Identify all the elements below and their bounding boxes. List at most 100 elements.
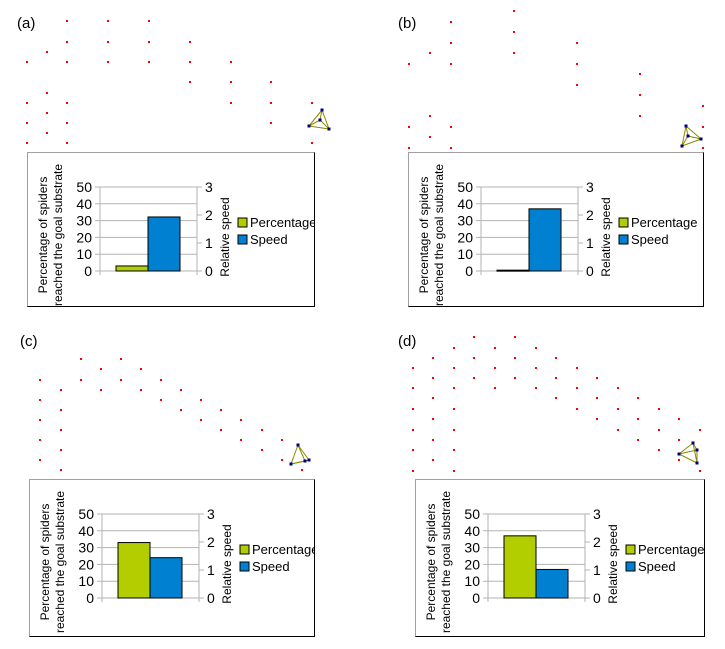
substrate-dot [311, 142, 313, 144]
robot-joint [307, 124, 311, 128]
legend-swatch-percentage [239, 544, 250, 555]
legend-label-percentage: Percentage [631, 215, 698, 230]
dot-field-2 [39, 358, 303, 471]
substrate-dot [678, 439, 680, 441]
substrate-dot [301, 469, 303, 471]
y-tick-label: 0 [472, 590, 480, 606]
robot-joint [289, 462, 293, 466]
substrate-dot [107, 20, 109, 22]
bar-percentage [503, 535, 537, 599]
substrate-dot [200, 399, 202, 401]
substrate-dot [453, 387, 455, 389]
substrate-dot [80, 358, 82, 360]
dot-field-1 [408, 10, 704, 149]
substrate-dot [658, 408, 660, 410]
y-axis-title-line2: reached the goal substrate [53, 491, 67, 633]
substrate-dot [576, 408, 578, 410]
robot-joint [695, 448, 699, 452]
substrate-dot [39, 439, 41, 441]
substrate-dot [450, 147, 452, 149]
bar-percentage [115, 265, 149, 272]
legend-label-speed: Speed [252, 559, 290, 574]
substrate-dot [66, 142, 68, 144]
substrate-dot [412, 429, 414, 431]
substrate-dot [450, 42, 452, 44]
substrate-dot [576, 84, 578, 86]
substrate-dot [576, 367, 578, 369]
substrate-dot [432, 459, 434, 461]
robot-leg [685, 125, 689, 137]
substrate-dot [270, 102, 272, 104]
substrate-dot [46, 132, 48, 134]
y-tick-label: 40 [464, 523, 480, 539]
substrate-dot [46, 112, 48, 114]
y2-tick-label: 3 [586, 179, 594, 195]
substrate-dot [453, 347, 455, 349]
substrate-dot [408, 126, 410, 128]
substrate-dot [148, 41, 150, 43]
substrate-dot [494, 367, 496, 369]
substrate-dot [311, 102, 313, 104]
y-tick-label: 30 [76, 213, 92, 229]
substrate-dot [699, 470, 701, 472]
bar-speed [149, 557, 183, 599]
y-tick-label: 20 [76, 229, 92, 245]
substrate-dot [220, 429, 222, 431]
substrate-dot [270, 122, 272, 124]
y2-axis-title: Relative speed [599, 197, 613, 276]
substrate-dot [160, 399, 162, 401]
y-tick-label: 50 [76, 179, 92, 195]
legend-label-percentage: Percentage [638, 542, 704, 557]
y2-tick-label: 0 [593, 590, 601, 606]
legend-label-percentage: Percentage [252, 542, 314, 557]
spider-robot-icon [289, 443, 311, 466]
legend-swatch-speed [239, 561, 250, 572]
substrate-dot [412, 470, 414, 472]
robot-leg [308, 119, 321, 127]
robot-joint [307, 458, 311, 462]
substrate-dot [617, 429, 619, 431]
spider-robot-icon [307, 108, 331, 131]
substrate-dot [39, 459, 41, 461]
robot-joint [677, 452, 681, 456]
y-axis-title: Percentage of spiders [424, 504, 438, 621]
y-axis-title-line2: reached the goal substrate [432, 164, 446, 306]
substrate-dot [513, 31, 515, 33]
substrate-dot [281, 459, 283, 461]
y2-tick-label: 3 [205, 179, 213, 195]
substrate-dot [189, 61, 191, 63]
y2-tick-label: 0 [205, 263, 213, 279]
substrate-dot [261, 429, 263, 431]
y-tick-label: 40 [78, 523, 94, 539]
robot-leg [681, 135, 689, 147]
substrate-dot [432, 377, 434, 379]
y2-axis-title: Relative speed [220, 524, 234, 603]
bar-speed [528, 208, 562, 272]
substrate-dot [514, 336, 516, 338]
substrate-dot [658, 429, 660, 431]
y-tick-label: 10 [76, 246, 92, 262]
substrate-dot [261, 449, 263, 451]
substrate-dot [596, 418, 598, 420]
y-tick-label: 20 [464, 556, 480, 572]
substrate-dot [230, 61, 232, 63]
substrate-dot [637, 397, 639, 399]
y-tick-label: 10 [464, 573, 480, 589]
substrate-dot [46, 92, 48, 94]
y-tick-label: 0 [84, 263, 92, 279]
panel-label-a: (a) [17, 15, 36, 32]
legend-label-percentage: Percentage [250, 215, 314, 230]
substrate-dot [180, 409, 182, 411]
robot-leg [687, 135, 702, 140]
substrate-dot [473, 336, 475, 338]
y-tick-label: 50 [464, 506, 480, 522]
y-axis-title: Percentage of spiders [36, 177, 50, 294]
substrate-dot [107, 41, 109, 43]
y2-tick-label: 1 [586, 235, 594, 251]
chart-panel-a: 0 10 20 30 40 50 0 1 2 3 Percentage of spiders reac… [27, 152, 315, 307]
substrate-dot [535, 387, 537, 389]
substrate-dot [473, 357, 475, 359]
